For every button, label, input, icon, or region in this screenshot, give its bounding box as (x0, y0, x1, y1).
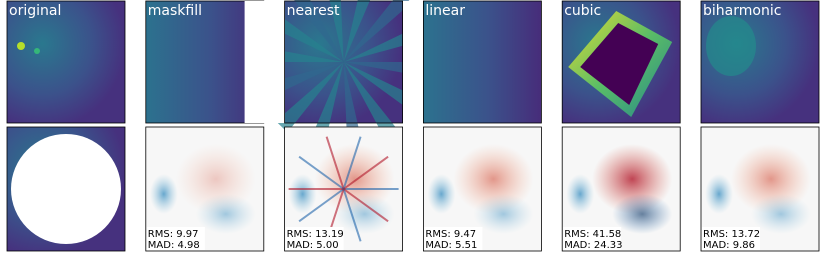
image (423, 1, 542, 123)
residual-ray (325, 136, 345, 190)
image-feature (343, 0, 412, 62)
image-border (145, 126, 265, 252)
residual (705, 174, 733, 214)
image-feature (275, 62, 344, 133)
residual (612, 194, 673, 234)
image-feature (343, 0, 371, 62)
residual (473, 194, 534, 234)
residual (288, 174, 317, 214)
image-feature (34, 48, 40, 54)
stats-box (424, 227, 483, 250)
residual (149, 174, 178, 214)
stats-box (563, 227, 622, 250)
mad-label: MAD: 5.00 (287, 240, 339, 251)
rms-label: RMS: 13.72 (703, 229, 760, 240)
image-feature (329, 0, 344, 62)
panel-title: original (9, 3, 61, 19)
image-border (284, 126, 404, 252)
image-border (6, 126, 126, 252)
image-feature (580, 23, 659, 105)
residual-ray (342, 136, 362, 190)
image-frame-mask (244, 1, 285, 123)
image-feature (343, 62, 400, 142)
image-border (284, 0, 404, 124)
rms-label: RMS: 13.19 (287, 229, 344, 240)
panel-title: biharmonic (703, 3, 781, 19)
mask (11, 134, 121, 244)
rms-label: RMS: 9.97 (148, 229, 199, 240)
image-border (561, 0, 681, 124)
image-border (700, 0, 820, 124)
residual-ray (298, 155, 345, 190)
image (7, 1, 125, 123)
image (145, 1, 264, 123)
residual (566, 174, 595, 214)
image-border (6, 0, 126, 124)
residual (751, 194, 811, 234)
residual (195, 194, 256, 234)
residual-ray (343, 155, 389, 190)
image-border (422, 0, 542, 124)
image-border (422, 126, 542, 252)
image-border (700, 126, 820, 252)
rms-label: RMS: 9.47 (425, 229, 476, 240)
mad-label: MAD: 24.33 (564, 240, 622, 251)
rms-label: RMS: 41.58 (564, 229, 621, 240)
residual (334, 194, 395, 234)
panel-title: maskfill (148, 3, 202, 19)
mad-label: MAD: 4.98 (148, 240, 200, 251)
panel-title: cubic (564, 3, 601, 19)
stats-box (285, 227, 344, 250)
mad-label: MAD: 5.51 (425, 240, 477, 251)
panel-title: linear (425, 3, 465, 19)
stats-box (702, 227, 760, 250)
mad-label: MAD: 9.86 (703, 240, 755, 251)
image-border (561, 126, 681, 252)
residual-ray (343, 188, 389, 223)
image-feature (706, 16, 756, 76)
residual-ray (298, 188, 345, 223)
panel: original (6, 0, 126, 252)
stats-box (146, 227, 205, 250)
image-feature (17, 42, 25, 50)
residual-ray (342, 188, 362, 242)
image-frame-mask (402, 1, 425, 123)
residual (427, 174, 456, 214)
panel-title: nearest (287, 3, 340, 19)
